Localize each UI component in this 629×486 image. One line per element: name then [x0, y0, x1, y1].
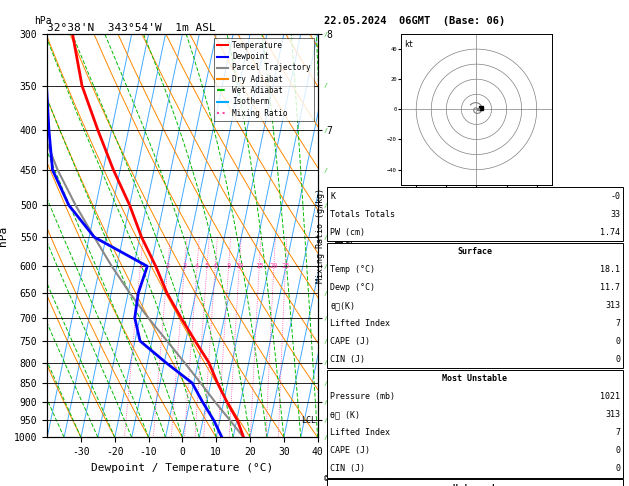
- Text: 313: 313: [605, 410, 620, 419]
- Text: Most Unstable: Most Unstable: [442, 374, 508, 383]
- Text: CIN (J): CIN (J): [330, 355, 365, 364]
- Text: 0: 0: [615, 355, 620, 364]
- Text: 5: 5: [205, 263, 209, 269]
- Text: 7: 7: [615, 319, 620, 328]
- Text: |: |: [323, 127, 328, 134]
- Text: |: |: [323, 417, 328, 423]
- Text: PW (cm): PW (cm): [330, 227, 365, 237]
- Text: |: |: [323, 434, 328, 441]
- Text: 1: 1: [138, 263, 142, 269]
- Text: 1.74: 1.74: [600, 227, 620, 237]
- Text: |: |: [323, 315, 328, 321]
- Text: Dewp (°C): Dewp (°C): [330, 283, 376, 292]
- Text: |: |: [323, 234, 328, 240]
- Text: CAPE (J): CAPE (J): [330, 446, 370, 455]
- Text: -0: -0: [610, 191, 620, 201]
- Text: Hodograph: Hodograph: [452, 484, 498, 486]
- Text: 20: 20: [270, 263, 278, 269]
- Text: |: |: [323, 83, 328, 89]
- Text: Lifted Index: Lifted Index: [330, 319, 390, 328]
- Text: |: |: [323, 290, 328, 296]
- Text: 1021: 1021: [600, 392, 620, 401]
- Text: 32°38'N  343°54'W  1m ASL: 32°38'N 343°54'W 1m ASL: [47, 23, 216, 33]
- Text: |: |: [323, 31, 328, 37]
- Y-axis label: km
ASL: km ASL: [335, 227, 357, 244]
- Text: 7: 7: [615, 428, 620, 437]
- Text: θᴇ(K): θᴇ(K): [330, 301, 355, 310]
- Text: 33: 33: [610, 209, 620, 219]
- Text: Temp (°C): Temp (°C): [330, 265, 376, 274]
- Text: hPa: hPa: [35, 17, 52, 26]
- Text: |: |: [323, 338, 328, 344]
- Text: kt: kt: [404, 40, 413, 49]
- Y-axis label: hPa: hPa: [0, 226, 8, 246]
- Text: 11.7: 11.7: [600, 283, 620, 292]
- Text: © weatheronline.co.uk: © weatheronline.co.uk: [324, 474, 421, 483]
- Legend: Temperature, Dewpoint, Parcel Trajectory, Dry Adiabat, Wet Adiabat, Isotherm, Mi: Temperature, Dewpoint, Parcel Trajectory…: [214, 38, 314, 121]
- Text: |: |: [323, 380, 328, 386]
- Text: |: |: [323, 167, 328, 173]
- Text: 22.05.2024  06GMT  (Base: 06): 22.05.2024 06GMT (Base: 06): [324, 17, 505, 26]
- Text: 6: 6: [213, 263, 218, 269]
- Text: |: |: [323, 202, 328, 208]
- X-axis label: Dewpoint / Temperature (°C): Dewpoint / Temperature (°C): [91, 463, 274, 473]
- Text: 0: 0: [615, 464, 620, 473]
- Text: Lifted Index: Lifted Index: [330, 428, 390, 437]
- Text: Pressure (mb): Pressure (mb): [330, 392, 395, 401]
- Text: 25: 25: [281, 263, 290, 269]
- Text: |: |: [323, 360, 328, 366]
- Text: Mixing Ratio (g/kg): Mixing Ratio (g/kg): [316, 188, 325, 283]
- Text: 3: 3: [182, 263, 187, 269]
- Text: Totals Totals: Totals Totals: [330, 209, 395, 219]
- Text: |: |: [323, 263, 328, 269]
- Text: Surface: Surface: [457, 247, 493, 256]
- Text: |: |: [323, 399, 328, 405]
- Text: CIN (J): CIN (J): [330, 464, 365, 473]
- Text: θᴇ (K): θᴇ (K): [330, 410, 360, 419]
- Text: 2: 2: [165, 263, 170, 269]
- Text: LCL: LCL: [301, 416, 316, 425]
- Text: 10: 10: [235, 263, 243, 269]
- Text: 18.1: 18.1: [600, 265, 620, 274]
- Text: 313: 313: [605, 301, 620, 310]
- Text: 0: 0: [615, 446, 620, 455]
- Text: 4: 4: [195, 263, 199, 269]
- Text: CAPE (J): CAPE (J): [330, 337, 370, 346]
- Text: 15: 15: [255, 263, 264, 269]
- Text: 0: 0: [615, 337, 620, 346]
- Text: K: K: [330, 191, 335, 201]
- Text: 8: 8: [226, 263, 231, 269]
